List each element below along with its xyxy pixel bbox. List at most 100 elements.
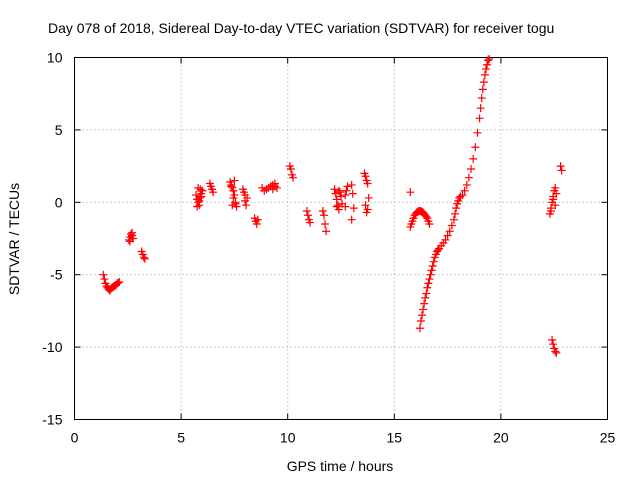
data-point bbox=[473, 128, 482, 137]
data-point bbox=[477, 94, 486, 103]
data-point bbox=[125, 237, 134, 246]
data-point bbox=[445, 227, 454, 236]
data-point bbox=[196, 185, 205, 194]
data-point bbox=[229, 193, 238, 202]
data-point bbox=[270, 182, 279, 191]
data-point bbox=[547, 206, 556, 215]
data-point bbox=[195, 196, 204, 205]
data-point bbox=[140, 254, 149, 263]
data-point bbox=[483, 60, 492, 69]
data-point bbox=[552, 348, 561, 357]
data-point bbox=[363, 179, 372, 188]
data-point bbox=[556, 162, 565, 171]
data-point bbox=[302, 206, 311, 215]
data-point bbox=[341, 202, 350, 211]
data-point bbox=[548, 335, 557, 344]
data-point bbox=[425, 220, 434, 229]
data-point bbox=[481, 65, 490, 74]
data-point bbox=[478, 85, 487, 94]
data-point bbox=[192, 191, 201, 200]
data-point bbox=[416, 317, 425, 326]
data-point bbox=[126, 230, 135, 239]
data-point bbox=[422, 289, 431, 298]
data-point bbox=[286, 164, 295, 173]
data-point bbox=[551, 183, 560, 192]
data-point bbox=[452, 204, 461, 213]
data-point bbox=[549, 340, 558, 349]
data-point bbox=[321, 220, 330, 229]
data-point bbox=[229, 186, 238, 195]
x-tick-label: 5 bbox=[177, 430, 185, 446]
x-tick-label: 0 bbox=[71, 430, 79, 446]
data-point bbox=[227, 182, 236, 191]
data-point bbox=[99, 270, 108, 279]
y-axis-label: SDTVAR / TECUs bbox=[6, 183, 22, 295]
data-point bbox=[434, 246, 443, 255]
data-point bbox=[332, 195, 341, 204]
grid-lines bbox=[74, 57, 608, 420]
data-point bbox=[467, 164, 476, 173]
data-point bbox=[319, 211, 328, 220]
x-tick-label: 20 bbox=[493, 430, 509, 446]
data-point bbox=[335, 188, 344, 197]
data-point bbox=[333, 201, 342, 210]
data-point bbox=[460, 186, 469, 195]
data-point bbox=[115, 277, 124, 286]
data-point bbox=[337, 192, 345, 201]
data-point bbox=[193, 202, 202, 211]
data-point bbox=[484, 56, 493, 65]
y-tick-label: -5 bbox=[50, 267, 63, 283]
data-point bbox=[289, 173, 298, 182]
data-point bbox=[322, 227, 331, 236]
data-point bbox=[425, 275, 434, 284]
data-point bbox=[485, 54, 494, 63]
data-point bbox=[318, 206, 327, 215]
data-point bbox=[361, 172, 370, 181]
y-tick-label: 0 bbox=[55, 194, 63, 210]
data-point bbox=[429, 257, 438, 266]
data-point bbox=[406, 188, 415, 197]
data-point bbox=[449, 215, 458, 224]
data-point bbox=[551, 347, 560, 356]
y-tick-label: 5 bbox=[55, 122, 63, 138]
data-point bbox=[476, 104, 485, 113]
data-point bbox=[480, 70, 489, 79]
data-point bbox=[462, 180, 471, 189]
data-point bbox=[241, 196, 250, 205]
x-tick-label: 15 bbox=[387, 430, 403, 446]
data-point bbox=[139, 253, 148, 262]
x-axis-label: GPS time / hours bbox=[287, 458, 394, 474]
data-point bbox=[479, 78, 488, 87]
data-point bbox=[419, 305, 428, 314]
data-point bbox=[231, 198, 240, 207]
data-point bbox=[347, 215, 356, 224]
data-point bbox=[349, 204, 358, 213]
data-point bbox=[242, 201, 251, 210]
data-point bbox=[343, 182, 352, 191]
data-point bbox=[557, 166, 566, 175]
data-point bbox=[252, 220, 261, 229]
x-tick-label: 10 bbox=[280, 430, 296, 446]
data-point bbox=[464, 173, 473, 182]
data-point bbox=[347, 180, 356, 189]
y-tick-label: -10 bbox=[42, 339, 62, 355]
data-point bbox=[447, 221, 456, 230]
data-point bbox=[423, 283, 432, 292]
data-point bbox=[471, 143, 480, 152]
data-point bbox=[469, 154, 478, 163]
y-tick-label: -15 bbox=[42, 412, 62, 428]
data-point bbox=[551, 201, 560, 210]
data-point bbox=[232, 202, 241, 211]
data-point bbox=[443, 231, 452, 240]
data-point bbox=[415, 324, 424, 333]
data-point bbox=[100, 275, 109, 284]
data-point bbox=[303, 211, 312, 220]
data-point bbox=[306, 218, 315, 227]
plot-frame bbox=[74, 57, 608, 420]
data-point bbox=[549, 195, 558, 204]
data-point bbox=[364, 193, 373, 202]
data-point bbox=[342, 186, 351, 195]
data-points bbox=[99, 54, 566, 357]
data-point bbox=[421, 293, 430, 302]
